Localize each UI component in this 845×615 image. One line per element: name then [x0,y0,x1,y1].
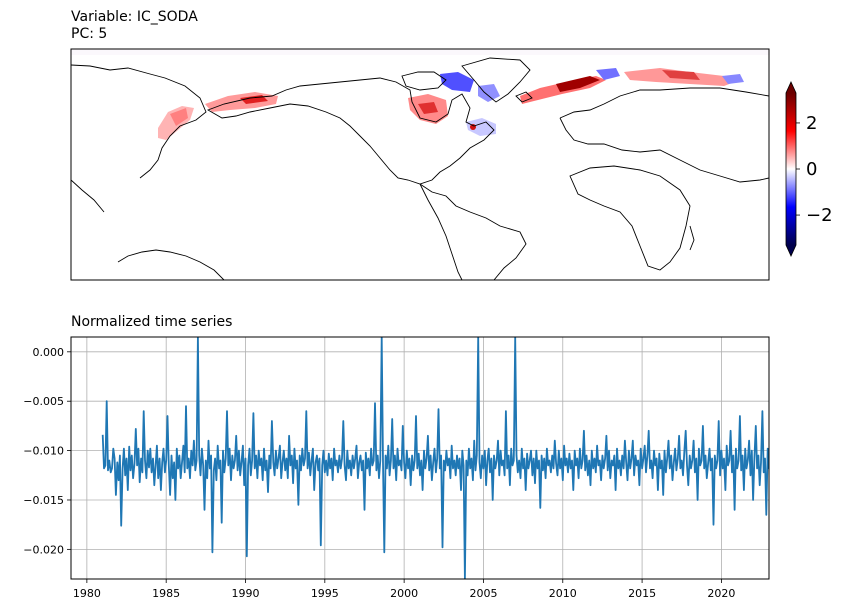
coast-madagascar [689,225,695,251]
x-tick-label: 2000 [390,587,418,600]
coast-australia [117,249,225,280]
chart-title: Normalized time series [71,314,233,330]
coast-south-america-east [419,183,527,280]
map-panel [70,48,770,281]
anomaly-labrador-neg [478,84,500,102]
coastlines [71,57,769,280]
anomaly-gulf-neg [466,118,496,136]
plot-frame [70,336,770,580]
x-tick-label: 2005 [469,587,497,600]
map-anomaly-field [71,49,769,140]
anomaly-hudson-core [418,102,438,114]
coast-greenland [461,57,531,103]
map-frame [70,48,770,281]
x-axis-ticks: 1980 1985 1990 1995 2000 2005 2010 2015 2020 [73,579,735,600]
colorbar: 2 0 −2 [785,81,833,257]
coast-eurasia-north [559,87,769,119]
colorbar-tick-label: −2 [806,205,833,226]
coast-north-america [206,77,495,185]
map-title-variable: Variable: IC_SODA [71,9,198,25]
anomaly-greenland-core [556,76,600,92]
colorbar-tick-label: 2 [806,113,817,134]
map-title-pc: PC: 5 [71,26,108,42]
map-background [71,49,769,280]
series-line [101,337,769,579]
coast-south-america-west [419,183,463,280]
colorbar-ticks: 2 0 −2 [796,113,833,226]
x-tick-label: 1990 [232,587,260,600]
y-tick-label: −0.010 [23,445,64,458]
anomaly-svalbard-neg [596,68,620,80]
x-tick-label: 2020 [707,587,735,600]
arctic-faint-band [71,49,769,55]
x-tick-label: 1985 [152,587,180,600]
anomaly-okhotsk-core [170,108,188,126]
colorbar-extend-min [786,245,796,256]
anomaly-barents-core [662,70,700,80]
y-tick-label: −0.015 [23,494,64,507]
x-tick-label: 2010 [549,587,577,600]
x-tick-label: 1995 [311,587,339,600]
colorbar-outline [785,81,797,257]
anomaly-baffin-neg [440,72,474,92]
colorbar-tick-label: 0 [806,159,817,180]
coast-europe-south [559,117,769,183]
coast-east-asia [71,64,207,179]
y-tick-label: −0.020 [23,543,64,556]
coast-africa [569,165,691,271]
coast-iceland [515,91,533,103]
y-axis-ticks: 0.000 −0.005 −0.010 −0.015 −0.020 [23,346,71,556]
colorbar-gradient [786,93,796,245]
y-tick-label: 0.000 [33,346,65,359]
x-tick-label: 1980 [73,587,101,600]
colorbar-extend-max [786,82,796,93]
timeseries-panel: 1980 1985 1990 1995 2000 2005 2010 2015 2020 0.0… [23,336,770,600]
anomaly-kara-neg [722,74,744,84]
coast-se-asia [71,179,105,213]
y-tick-label: −0.005 [23,395,64,408]
coast-canadian-archipelago [401,71,447,91]
x-tick-label: 2015 [628,587,656,600]
